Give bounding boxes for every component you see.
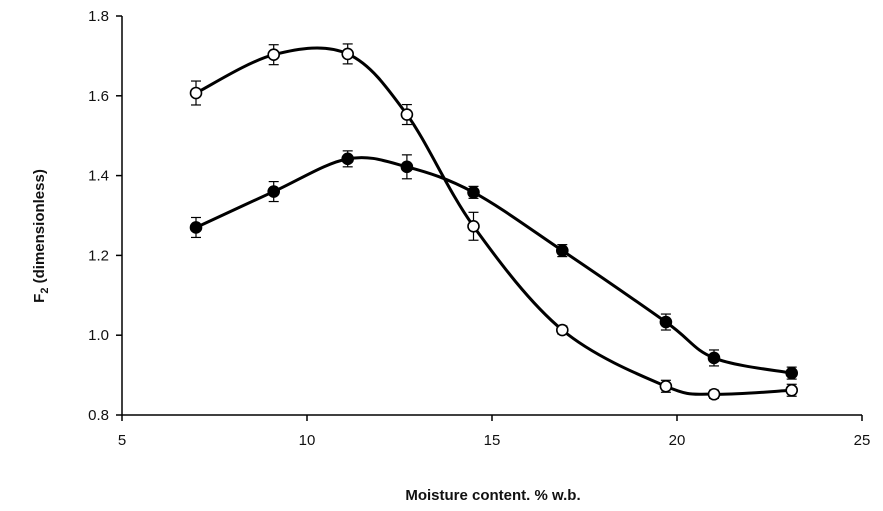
data-point bbox=[467, 219, 480, 233]
y-tick-label: 1.4 bbox=[88, 168, 109, 185]
series-layer bbox=[189, 43, 799, 401]
x-tick-label: 10 bbox=[299, 432, 316, 449]
data-point bbox=[707, 351, 721, 365]
data-point bbox=[785, 366, 799, 380]
data-point bbox=[267, 48, 281, 62]
x-tick-label: 20 bbox=[669, 432, 686, 449]
y-axis-title: F2 (dimensionless) bbox=[31, 169, 51, 303]
data-point bbox=[267, 185, 281, 198]
y-tick-label: 1.0 bbox=[88, 327, 109, 344]
data-point bbox=[707, 387, 721, 401]
series-line bbox=[195, 156, 792, 375]
data-point bbox=[189, 86, 203, 100]
y-axis-title-subscript: 2 bbox=[39, 288, 51, 294]
data-point bbox=[785, 383, 799, 397]
data-point bbox=[555, 244, 569, 257]
y-tick-label: 1.6 bbox=[88, 88, 109, 105]
x-tick-label: 25 bbox=[854, 432, 871, 449]
y-tick-label: 1.2 bbox=[88, 247, 109, 264]
data-point bbox=[659, 379, 673, 393]
x-ticks: 5 10 15 20 25 bbox=[118, 415, 871, 449]
x-axis-title: Moisture content. % w.b. bbox=[405, 487, 580, 504]
data-point bbox=[400, 160, 414, 174]
series-2 bbox=[189, 150, 799, 380]
x-tick-label: 5 bbox=[118, 432, 126, 449]
data-point bbox=[189, 221, 203, 234]
y-axis-title-suffix: (dimensionless) bbox=[31, 169, 48, 287]
y-tick-label: 1.8 bbox=[88, 8, 109, 25]
series-1 bbox=[189, 43, 799, 401]
axes bbox=[121, 16, 862, 416]
y-axis-title-main: F bbox=[31, 294, 48, 303]
data-point bbox=[555, 323, 569, 337]
x-tick-label: 15 bbox=[484, 432, 501, 449]
y-tick-label: 0.8 bbox=[88, 407, 109, 424]
y-ticks: 0.8 1.0 1.2 1.4 1.6 1.8 bbox=[88, 8, 122, 424]
data-point bbox=[400, 108, 414, 121]
data-point bbox=[341, 47, 355, 61]
data-point bbox=[659, 315, 673, 329]
data-point bbox=[467, 186, 480, 199]
series-line bbox=[195, 46, 792, 396]
data-point bbox=[341, 152, 355, 166]
